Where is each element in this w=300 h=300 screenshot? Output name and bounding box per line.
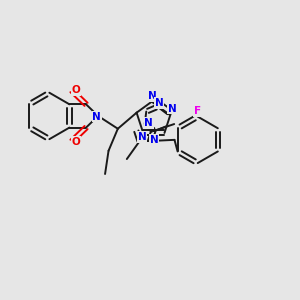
Text: N: N [144, 118, 153, 128]
Text: O: O [72, 137, 80, 147]
Text: O: O [72, 85, 80, 95]
Text: N: N [168, 103, 177, 114]
Text: N: N [138, 132, 146, 142]
Text: N: N [150, 135, 158, 145]
Text: N: N [155, 98, 164, 108]
Text: F: F [194, 106, 201, 116]
Text: N: N [92, 112, 101, 122]
Text: N: N [148, 91, 157, 101]
